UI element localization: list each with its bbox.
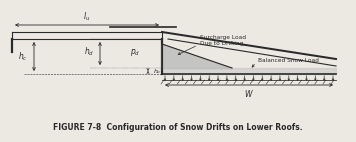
Polygon shape	[162, 68, 336, 74]
Text: $\mathit{h_b}$: $\mathit{h_b}$	[153, 68, 162, 76]
Text: $\mathit{h_c}$: $\mathit{h_c}$	[18, 51, 28, 63]
Text: $\mathit{l_u}$: $\mathit{l_u}$	[83, 11, 91, 23]
Text: $\mathit{h_d}$: $\mathit{h_d}$	[84, 46, 94, 58]
Text: Balanced Snow Load: Balanced Snow Load	[258, 58, 319, 63]
Text: Surcharge Load
Due to Drifting: Surcharge Load Due to Drifting	[200, 35, 246, 46]
Text: $\mathit{p_d}$: $\mathit{p_d}$	[130, 46, 140, 58]
Polygon shape	[162, 44, 232, 68]
Text: $\mathit{W}$: $\mathit{W}$	[244, 88, 254, 99]
Text: FIGURE 7-8  Configuration of Snow Drifts on Lower Roofs.: FIGURE 7-8 Configuration of Snow Drifts …	[53, 123, 303, 132]
